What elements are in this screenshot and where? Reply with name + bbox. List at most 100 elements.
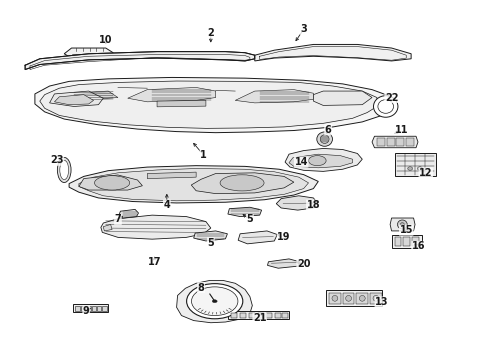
Polygon shape bbox=[395, 153, 436, 176]
Polygon shape bbox=[329, 293, 341, 304]
Text: 5: 5 bbox=[246, 215, 253, 224]
Polygon shape bbox=[390, 218, 415, 231]
Text: 17: 17 bbox=[148, 257, 161, 267]
Ellipse shape bbox=[187, 284, 243, 319]
Text: 4: 4 bbox=[164, 200, 170, 210]
Ellipse shape bbox=[95, 176, 130, 190]
Polygon shape bbox=[191, 173, 294, 194]
Polygon shape bbox=[228, 207, 262, 217]
Polygon shape bbox=[97, 306, 101, 311]
Polygon shape bbox=[412, 237, 419, 246]
Polygon shape bbox=[372, 136, 418, 148]
Polygon shape bbox=[387, 138, 394, 145]
Ellipse shape bbox=[212, 300, 217, 303]
Polygon shape bbox=[235, 90, 314, 103]
Polygon shape bbox=[267, 313, 272, 318]
Polygon shape bbox=[406, 138, 414, 145]
Ellipse shape bbox=[417, 167, 422, 170]
Polygon shape bbox=[102, 306, 107, 311]
Polygon shape bbox=[356, 293, 368, 304]
Text: 3: 3 bbox=[300, 24, 307, 35]
Text: 14: 14 bbox=[294, 157, 308, 167]
Text: 10: 10 bbox=[99, 35, 113, 45]
Polygon shape bbox=[314, 91, 372, 105]
Text: 12: 12 bbox=[419, 168, 433, 178]
Polygon shape bbox=[343, 293, 354, 304]
Ellipse shape bbox=[397, 220, 407, 229]
Ellipse shape bbox=[57, 157, 71, 183]
Polygon shape bbox=[40, 81, 377, 129]
Text: 13: 13 bbox=[375, 297, 389, 307]
Ellipse shape bbox=[408, 167, 413, 170]
Ellipse shape bbox=[320, 135, 329, 143]
Ellipse shape bbox=[309, 156, 326, 166]
Polygon shape bbox=[370, 293, 382, 304]
Polygon shape bbox=[392, 234, 422, 248]
Polygon shape bbox=[258, 313, 264, 318]
Text: 8: 8 bbox=[197, 283, 204, 293]
Text: 16: 16 bbox=[412, 241, 425, 251]
Polygon shape bbox=[73, 304, 108, 312]
Polygon shape bbox=[326, 291, 382, 306]
Ellipse shape bbox=[345, 296, 351, 301]
Polygon shape bbox=[81, 306, 85, 311]
Polygon shape bbox=[394, 237, 401, 246]
Polygon shape bbox=[92, 306, 96, 311]
Polygon shape bbox=[79, 175, 143, 190]
Ellipse shape bbox=[359, 296, 365, 301]
Polygon shape bbox=[128, 87, 216, 102]
Polygon shape bbox=[396, 138, 404, 145]
Text: 18: 18 bbox=[307, 200, 320, 210]
Ellipse shape bbox=[220, 175, 264, 191]
Text: 20: 20 bbox=[297, 259, 310, 269]
Polygon shape bbox=[35, 77, 392, 133]
Text: 15: 15 bbox=[399, 225, 413, 235]
Polygon shape bbox=[276, 196, 318, 210]
Polygon shape bbox=[377, 138, 385, 145]
Ellipse shape bbox=[373, 296, 379, 301]
Polygon shape bbox=[194, 231, 227, 241]
Text: 7: 7 bbox=[115, 215, 122, 224]
Polygon shape bbox=[403, 237, 410, 246]
Polygon shape bbox=[255, 44, 411, 61]
Text: 23: 23 bbox=[50, 155, 64, 165]
Polygon shape bbox=[228, 311, 289, 319]
Text: 22: 22 bbox=[385, 93, 398, 103]
Ellipse shape bbox=[317, 132, 332, 146]
Text: 5: 5 bbox=[207, 238, 214, 248]
Ellipse shape bbox=[378, 100, 393, 113]
Ellipse shape bbox=[373, 96, 398, 117]
Polygon shape bbox=[157, 100, 206, 107]
Text: 21: 21 bbox=[253, 313, 267, 323]
Polygon shape bbox=[147, 172, 196, 179]
Polygon shape bbox=[240, 313, 246, 318]
Text: 9: 9 bbox=[83, 306, 90, 316]
Polygon shape bbox=[103, 225, 112, 231]
Text: 6: 6 bbox=[325, 125, 331, 135]
Polygon shape bbox=[289, 154, 352, 168]
Polygon shape bbox=[101, 215, 211, 239]
Polygon shape bbox=[285, 148, 362, 171]
Polygon shape bbox=[69, 91, 118, 100]
Polygon shape bbox=[249, 313, 255, 318]
Polygon shape bbox=[54, 95, 94, 105]
Ellipse shape bbox=[60, 160, 69, 180]
Ellipse shape bbox=[400, 223, 404, 226]
Polygon shape bbox=[119, 210, 139, 218]
Polygon shape bbox=[86, 306, 91, 311]
Polygon shape bbox=[275, 313, 281, 318]
Ellipse shape bbox=[192, 287, 238, 316]
Polygon shape bbox=[238, 231, 277, 244]
Text: 1: 1 bbox=[200, 150, 207, 160]
Polygon shape bbox=[49, 91, 103, 107]
Ellipse shape bbox=[332, 296, 338, 301]
Polygon shape bbox=[176, 280, 252, 323]
Polygon shape bbox=[268, 259, 300, 268]
Text: 2: 2 bbox=[207, 28, 214, 38]
Text: 11: 11 bbox=[394, 125, 408, 135]
Polygon shape bbox=[79, 168, 309, 201]
Polygon shape bbox=[75, 306, 80, 311]
Polygon shape bbox=[69, 166, 318, 203]
Polygon shape bbox=[282, 313, 288, 318]
Polygon shape bbox=[64, 48, 113, 58]
